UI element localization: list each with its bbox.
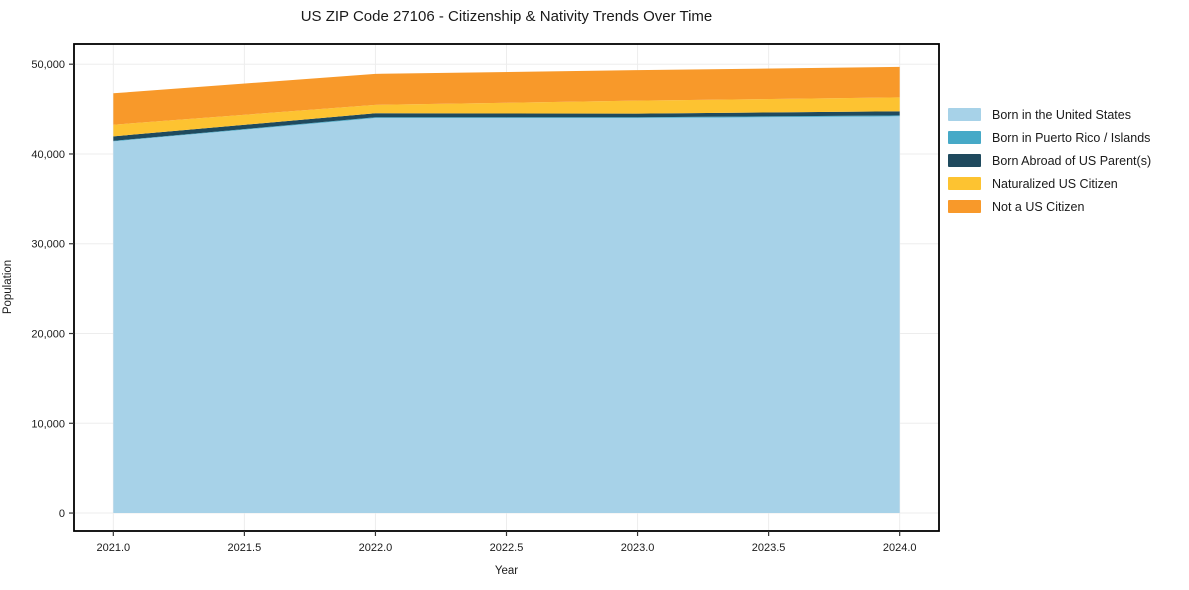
x-tick-label: 2021.0 <box>96 542 130 554</box>
x-tick-label: 2022.0 <box>359 542 393 554</box>
x-tick-label: 2023.5 <box>752 542 786 554</box>
y-tick-label: 50,000 <box>31 59 65 71</box>
y-tick-label: 40,000 <box>31 149 65 161</box>
legend-entry: Born in Puerto Rico / Islands <box>948 126 1151 149</box>
x-tick-label: 2024.0 <box>883 542 917 554</box>
legend-label: Born in Puerto Rico / Islands <box>992 130 1151 145</box>
y-tick-label: 10,000 <box>31 418 65 430</box>
x-tick-label: 2023.0 <box>621 542 655 554</box>
area-series-not-a-us-citizen <box>113 66 900 125</box>
area-series-naturalized-us-citizen <box>113 97 900 137</box>
legend-swatch <box>948 177 981 190</box>
y-tick-label: 30,000 <box>31 239 65 251</box>
x-axis-label: Year <box>494 565 519 577</box>
legend-entry: Born Abroad of US Parent(s) <box>948 149 1151 172</box>
y-tick-label: 0 <box>59 508 65 520</box>
y-axis-label: Population <box>2 259 14 315</box>
legend-label: Not a US Citizen <box>992 199 1085 214</box>
legend-entry: Naturalized US Citizen <box>948 172 1151 195</box>
legend-swatch <box>948 108 981 121</box>
legend-entry: Not a US Citizen <box>948 195 1151 218</box>
legend-label: Born in the United States <box>992 107 1131 122</box>
legend-swatch <box>948 131 981 144</box>
x-tick-label: 2021.5 <box>228 542 262 554</box>
legend-label: Born Abroad of US Parent(s) <box>992 153 1152 168</box>
legend-entry: Born in the United States <box>948 103 1151 126</box>
legend: Born in the United States Born in Puerto … <box>948 103 1151 218</box>
area-series-born-in-the-united-states <box>113 116 900 514</box>
plot-area: 0 10,000 20,000 30,000 40,000 50,000 2021.0 202… <box>31 43 940 554</box>
y-tick-label: 20,000 <box>31 329 65 341</box>
legend-swatch <box>948 200 981 213</box>
chart-title: US ZIP Code 27106 - Citizenship & Nativi… <box>300 8 713 25</box>
x-tick-label: 2022.5 <box>490 542 524 554</box>
legend-label: Naturalized US Citizen <box>992 176 1118 191</box>
legend-swatch <box>948 154 981 167</box>
area-series-born-abroad-of-us-parent-s <box>113 111 900 141</box>
